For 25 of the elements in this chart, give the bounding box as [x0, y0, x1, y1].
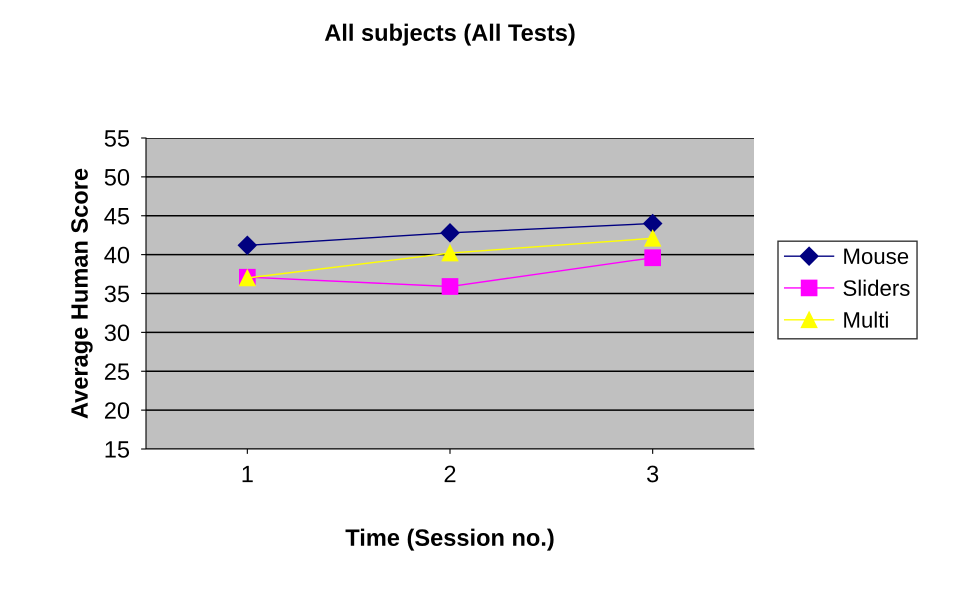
y-tick-label: 35 [104, 286, 130, 302]
y-tick-label: 40 [104, 246, 130, 264]
point [440, 223, 460, 242]
y-axis-title: Average Human Score [71, 168, 93, 418]
point [644, 249, 661, 266]
x-tick-label: 1 [242, 466, 253, 482]
point [644, 230, 661, 247]
x-tick-label: 2 [444, 466, 456, 482]
y-tick-label: 30 [104, 324, 130, 342]
point [643, 214, 662, 234]
y-tick-label: 45 [104, 208, 130, 225]
legend-label: Mouse [844, 248, 908, 264]
point [238, 236, 257, 255]
y-tick-label: 25 [104, 363, 130, 380]
y-tick-label: 15 [106, 441, 130, 458]
x-tick-label: 3 [647, 466, 658, 482]
y-tick-label: 20 [104, 402, 130, 419]
point [442, 244, 458, 262]
legend-label: Multi [844, 311, 888, 328]
x-axis-title: Time (Session no.) [346, 528, 554, 551]
legend-label: Sliders [843, 280, 910, 296]
chart-title: All subjects (All Tests) [324, 24, 575, 46]
y-tick-label: 50 [104, 168, 130, 186]
point [442, 278, 458, 295]
y-tick-label: 55 [104, 130, 130, 147]
